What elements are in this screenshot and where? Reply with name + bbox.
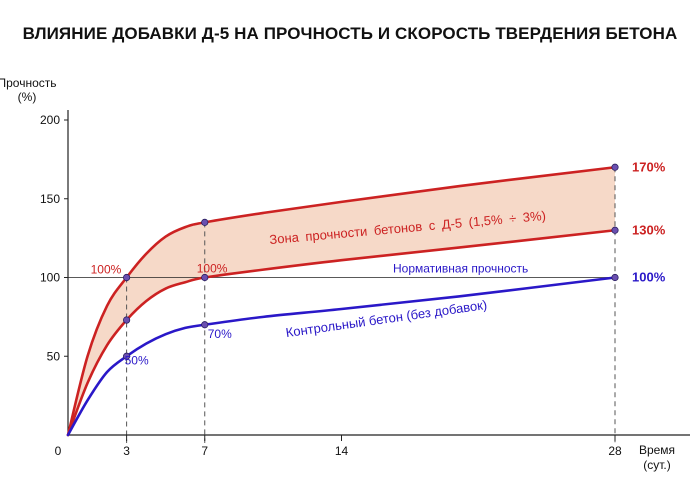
axes-group: 50 100 150 200 0 3 7 14 28 Прочность(%) Время(сут.… — [0, 76, 690, 472]
y-axis-label-line-2: (%) — [18, 90, 37, 104]
marker-upper-28 — [611, 163, 619, 171]
chart-title: ВЛИЯНИЕ ДОБАВКИ Д-5 НА ПРОЧНОСТЬ И СКОРО… — [22, 24, 678, 43]
series-line-control — [66, 276, 617, 437]
x-tick-label-0: 0 — [55, 444, 62, 458]
series-line-upper — [66, 165, 617, 437]
strength-zone-group — [68, 167, 615, 435]
markers-group — [123, 163, 619, 360]
marker-lower-7 — [201, 273, 209, 282]
series-line-lower — [66, 228, 617, 437]
point-label-0: 100% — [91, 263, 122, 277]
marker-control-28 — [611, 273, 619, 282]
marker-upper-3 — [123, 273, 131, 282]
x-tick-label-14: 14 — [335, 444, 349, 458]
drop-lines-group — [126, 167, 616, 443]
marker-control-3 — [123, 352, 131, 360]
marker-upper-7 — [201, 218, 209, 226]
end-label-lower: 130% — [632, 222, 666, 237]
marker-lower-3 — [123, 316, 131, 324]
point-label-2: 50% — [125, 353, 149, 367]
end-label-upper: 170% — [632, 159, 666, 174]
y-axis-label-line-1: Прочность — [0, 76, 57, 90]
reference-line-label: Нормативная прочность — [393, 262, 528, 276]
x-tick-label-7: 7 — [201, 444, 208, 458]
x-axis-label-line-2: (сут.) — [643, 458, 671, 472]
point-label-1: 100% — [197, 262, 228, 276]
point-label-3: 70% — [208, 327, 232, 341]
y-tick-label-100: 100 — [40, 271, 60, 285]
y-tick-label-200: 200 — [40, 113, 60, 127]
x-axis-label-line-1: Время — [639, 443, 675, 457]
y-tick-label-150: 150 — [40, 192, 60, 206]
end-label-control: 100% — [632, 270, 666, 285]
y-tick-label-50: 50 — [47, 349, 61, 363]
strength-zone — [68, 167, 615, 435]
marker-lower-28 — [611, 226, 619, 234]
series-group — [66, 165, 617, 437]
x-tick-label-3: 3 — [123, 444, 130, 458]
marker-control-7 — [201, 321, 209, 329]
x-tick-label-28: 28 — [608, 444, 622, 458]
